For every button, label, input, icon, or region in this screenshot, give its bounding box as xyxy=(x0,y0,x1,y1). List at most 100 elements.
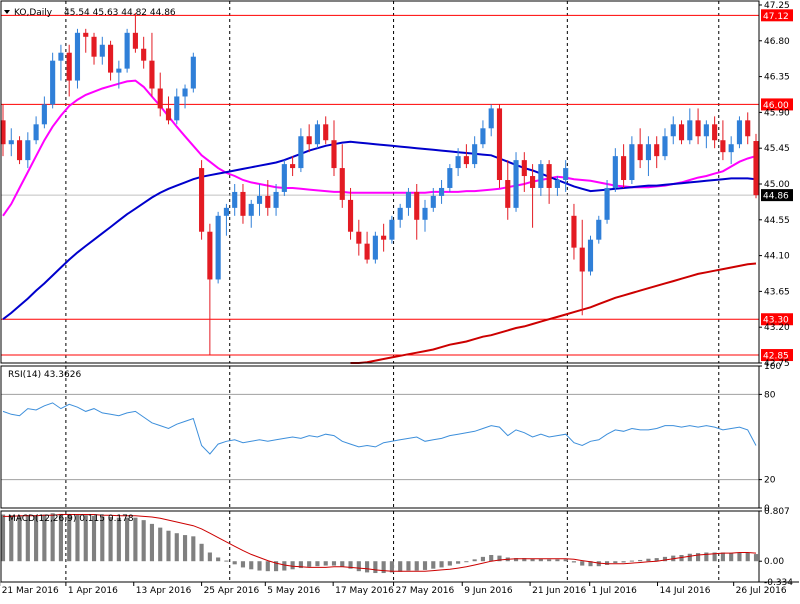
x-tick-label: 5 May 2016 xyxy=(267,586,320,596)
candle-body xyxy=(736,120,743,145)
macd-indicator xyxy=(0,513,759,574)
level-label: 42.85 xyxy=(763,352,789,362)
macd-histogram-bar xyxy=(232,561,237,565)
macd-histogram-bar xyxy=(323,561,328,566)
candle-body xyxy=(149,60,155,89)
macd-histogram-bar xyxy=(133,517,138,562)
candle-body xyxy=(141,48,147,61)
macd-histogram-bar xyxy=(588,561,593,567)
candle-body xyxy=(306,136,312,145)
candle-body xyxy=(199,168,205,232)
macd-histogram-bar xyxy=(522,558,527,562)
candle-body xyxy=(124,32,130,69)
rsi-y-tick-label: 20 xyxy=(764,476,776,486)
macd-histogram-bar xyxy=(431,561,436,569)
candle-body xyxy=(314,124,321,145)
candle-body xyxy=(223,207,229,216)
candle-body xyxy=(182,88,188,97)
candle-body xyxy=(480,128,486,145)
x-tick-label: 9 Jun 2016 xyxy=(464,586,513,596)
macd-y-tick-label: -0.334 xyxy=(764,578,793,588)
candle-body xyxy=(232,191,238,208)
candle-body xyxy=(0,120,6,145)
candle-body xyxy=(505,180,511,208)
macd-histogram-bar xyxy=(696,553,701,562)
candle-body xyxy=(16,140,23,161)
candle-body xyxy=(546,164,552,188)
macd-histogram-bar xyxy=(679,554,684,562)
candle-body xyxy=(364,243,370,260)
rsi-y-tick-label: 0 xyxy=(764,504,770,514)
macd-histogram-bar xyxy=(249,561,254,570)
candle-body xyxy=(66,52,72,81)
candle-body xyxy=(678,124,685,141)
macd-histogram-bar xyxy=(265,561,270,572)
panel-frame xyxy=(0,365,760,509)
level-tag xyxy=(761,9,793,22)
macd-histogram-bar xyxy=(447,561,452,566)
macd-histogram-bar xyxy=(604,561,610,565)
candle-body xyxy=(496,108,503,181)
candle-body xyxy=(41,104,47,125)
candle-body xyxy=(240,191,246,216)
macd-y-tick-label: 0.00 xyxy=(764,557,784,567)
level-label: 43.30 xyxy=(763,316,789,326)
y-axis: 47.25 46.80 46.35 45.90 45.45 45.00 44.55 44.10… xyxy=(759,1,793,588)
x-axis: 21 Mar 2016 1 Apr 2016 13 Apr 2016 25 Apr 2… xyxy=(0,582,787,596)
macd-histogram-bar xyxy=(298,561,303,569)
macd-histogram-bar xyxy=(17,515,22,562)
macd-histogram-bar xyxy=(273,561,279,572)
macd-histogram-bar xyxy=(662,556,668,562)
candle-body xyxy=(521,160,527,177)
level-label: 47.12 xyxy=(763,12,789,22)
macd-histogram-bar xyxy=(340,561,345,567)
macd-histogram-bar xyxy=(108,517,113,562)
macd-histogram-bar xyxy=(42,514,47,562)
candle-body xyxy=(554,180,560,188)
candle-body xyxy=(472,144,478,165)
candle-body xyxy=(339,168,345,200)
x-tick-label: 1 Jul 2016 xyxy=(592,586,637,596)
candle-body xyxy=(596,219,602,240)
macd-histogram-bar xyxy=(580,561,585,566)
time-grid xyxy=(65,1,720,582)
moving-average-line xyxy=(2,140,757,320)
macd-histogram-bar xyxy=(638,559,643,562)
candle-body xyxy=(629,144,635,181)
macd-histogram-bar xyxy=(207,552,212,562)
dropdown-arrow-icon[interactable] xyxy=(4,10,10,14)
macd-histogram-bar xyxy=(149,523,155,562)
symbol-label: KO,Daily xyxy=(14,8,53,18)
chart-header: KO,Daily 45.54 45.63 44.82 44.86 RSI(14)… xyxy=(4,8,176,524)
macd-histogram-bar xyxy=(497,555,502,562)
candle-body xyxy=(356,231,362,244)
macd-histogram-bar xyxy=(563,559,568,562)
macd-histogram-bar xyxy=(116,517,121,562)
y-tick-label: 42.75 xyxy=(764,359,790,369)
candle-body xyxy=(381,235,387,240)
candle-body xyxy=(579,247,585,272)
macd-histogram-bar xyxy=(331,561,337,566)
y-tick-label: 43.65 xyxy=(764,287,790,297)
candle-body xyxy=(438,187,445,196)
x-tick-label: 21 Jun 2016 xyxy=(532,586,586,596)
macd-y-tick-label: 0.807 xyxy=(764,507,790,517)
candle-body xyxy=(563,168,569,181)
macd-histogram-bar xyxy=(480,556,486,562)
macd-histogram-bar xyxy=(538,558,543,562)
macd-histogram-bar xyxy=(125,517,130,562)
rsi-label: RSI(14) 43.3626 xyxy=(8,370,81,380)
macd-histogram-bar xyxy=(0,514,6,562)
y-tick-label: 44.10 xyxy=(764,252,790,262)
candle-body xyxy=(538,164,544,188)
macd-histogram-bar xyxy=(58,513,63,562)
level-tag xyxy=(761,98,793,111)
x-tick-label: 27 May 2016 xyxy=(396,586,455,596)
y-tick-label: 45.00 xyxy=(764,180,790,190)
candle-body xyxy=(447,168,453,188)
candle-body xyxy=(281,164,287,192)
macd-label: MACD(12,26,9) 0.115 0.178 xyxy=(8,514,134,524)
candle-body xyxy=(25,140,31,161)
